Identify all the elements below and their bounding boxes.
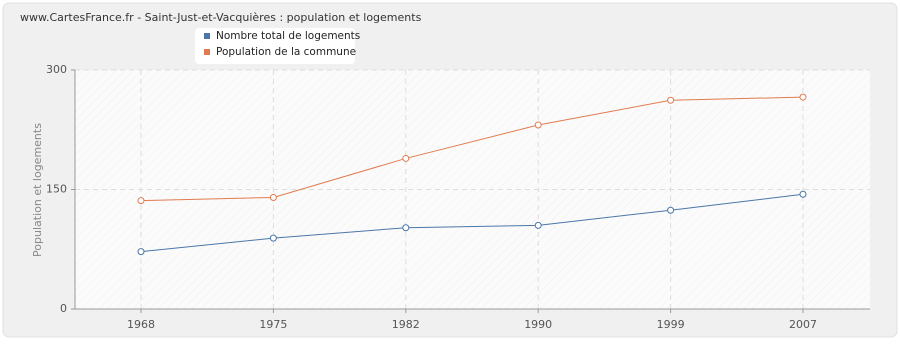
data-point — [799, 190, 807, 198]
x-tick-label: 1990 — [524, 318, 552, 331]
y-tick-label: 300 — [46, 63, 67, 76]
data-point — [137, 248, 145, 256]
legend — [195, 28, 355, 64]
data-point — [137, 197, 145, 205]
data-point — [799, 93, 807, 101]
data-point — [269, 234, 277, 242]
x-tick-label: 1975 — [259, 318, 287, 331]
data-point — [667, 96, 675, 104]
x-tick-label: 1982 — [392, 318, 420, 331]
y-tick-label: 0 — [60, 302, 67, 315]
data-point — [667, 206, 675, 214]
legend-swatch — [204, 49, 210, 55]
x-tick-label: 1968 — [127, 318, 155, 331]
series-line — [140, 96, 804, 202]
legend-swatch — [204, 33, 210, 39]
data-point — [269, 193, 277, 201]
data-point — [402, 154, 410, 162]
data-point — [402, 224, 410, 232]
y-axis-label: Population et logements — [31, 123, 44, 257]
data-point — [534, 221, 542, 229]
chart-title: www.CartesFrance.fr - Saint-Just-et-Vacq… — [20, 11, 422, 24]
y-tick-label: 150 — [46, 183, 67, 196]
x-tick-label: 1999 — [657, 318, 685, 331]
legend-label: Nombre total de logements — [216, 30, 360, 42]
data-point — [534, 121, 542, 129]
series-line — [140, 193, 804, 253]
x-tick-label: 2007 — [789, 318, 817, 331]
legend-label: Population de la commune — [216, 46, 356, 58]
